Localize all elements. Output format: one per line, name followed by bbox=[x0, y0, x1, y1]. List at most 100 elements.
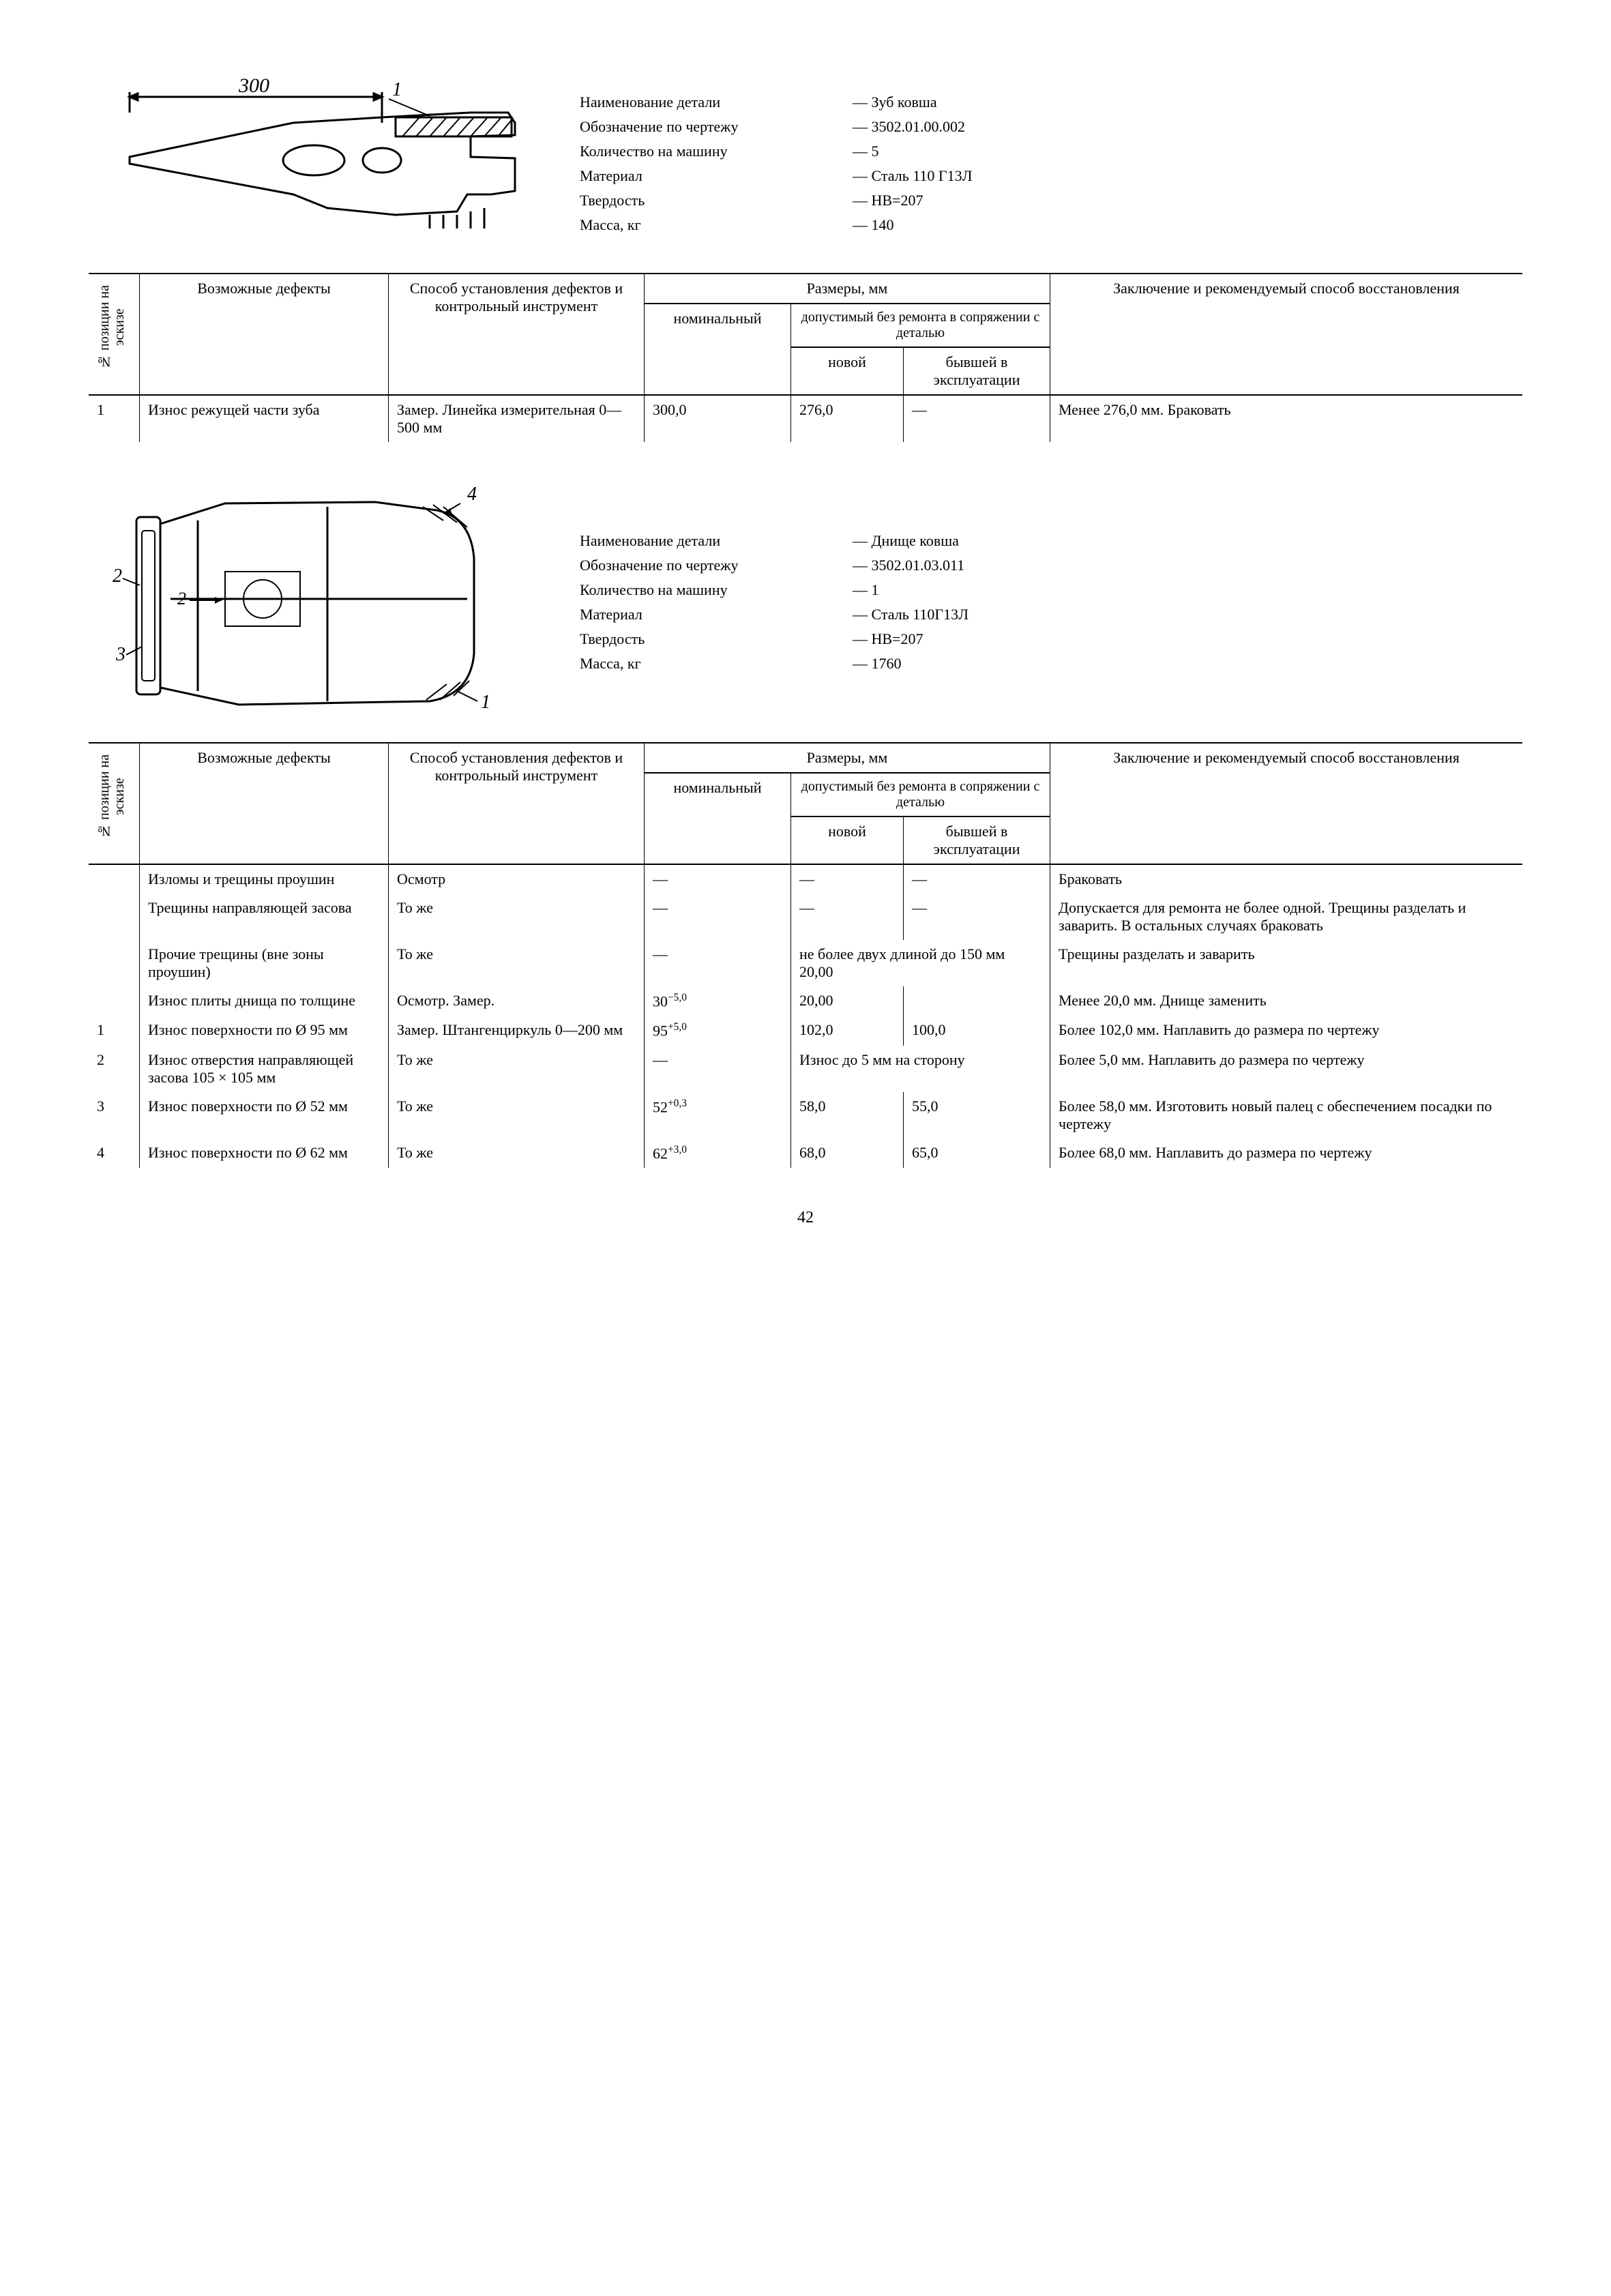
meta-value: 140 bbox=[853, 216, 1522, 234]
table-cell: Более 68,0 мм. Наплавить до размера по ч… bbox=[1050, 1138, 1523, 1168]
table-cell: 2 bbox=[89, 1046, 140, 1092]
meta-label: Обозначение по чертежу bbox=[580, 557, 853, 574]
meta-value: Зуб ковша bbox=[853, 93, 1522, 111]
table-cell: — bbox=[645, 864, 791, 894]
hdr-tol: допустимый без ремонта в сопряжении с де… bbox=[791, 304, 1050, 347]
table-cell: 58,0 bbox=[791, 1092, 904, 1138]
hdr-defect-2: Возможные дефекты bbox=[140, 743, 389, 864]
table-cell: Износ поверхности по Ø 62 мм bbox=[140, 1138, 389, 1168]
hdr-sizes-2: Размеры, мм bbox=[645, 743, 1050, 773]
table-cell: 65,0 bbox=[904, 1138, 1050, 1168]
table-row: Износ плиты днища по толщинеОсмотр. Заме… bbox=[89, 986, 1522, 1016]
table-cell: Менее 20,0 мм. Днище заменить bbox=[1050, 986, 1523, 1016]
defects-table-1: № позиции на эскизе Возможные дефекты Сп… bbox=[89, 273, 1522, 442]
meta-line: Количество на машину5 bbox=[580, 143, 1522, 160]
table-cell: — bbox=[645, 1046, 791, 1092]
meta-value: 3502.01.03.011 bbox=[853, 557, 1522, 574]
table-cell: 55,0 bbox=[904, 1092, 1050, 1138]
meta-table-2: Наименование деталиДнище ковшаОбозначени… bbox=[580, 483, 1522, 722]
table-cell: Износ отверстия направляющей засова 105 … bbox=[140, 1046, 389, 1092]
section-1-header-row: 300 bbox=[89, 75, 1522, 252]
meta-line: Наименование деталиДнище ковша bbox=[580, 532, 1522, 550]
table-cell: Осмотр. Замер. bbox=[389, 986, 645, 1016]
table-cell: 95+5,0 bbox=[645, 1016, 791, 1045]
table-cell: 62+3,0 bbox=[645, 1138, 791, 1168]
hdr-nominal-2: номинальный bbox=[645, 773, 791, 864]
table-cell: Изломы и трещины проушин bbox=[140, 864, 389, 894]
meta-line: Обозначение по чертежу3502.01.00.002 bbox=[580, 118, 1522, 136]
table-row: Прочие трещины (вне зоны проушин)То же—н… bbox=[89, 940, 1522, 986]
table-cell: Менее 276,0 мм. Браковать bbox=[1050, 395, 1523, 442]
sketch-1: 300 bbox=[89, 75, 525, 252]
meta-label: Наименование детали bbox=[580, 532, 853, 550]
table-cell: — bbox=[904, 395, 1050, 442]
meta-value: 3502.01.00.002 bbox=[853, 118, 1522, 136]
table-cell: Браковать bbox=[1050, 864, 1523, 894]
meta-value: Днище ковша bbox=[853, 532, 1522, 550]
meta-value: Сталь 110Г13Л bbox=[853, 606, 1522, 623]
table-cell: Более 5,0 мм. Наплавить до размера по че… bbox=[1050, 1046, 1523, 1092]
table-cell: Износ поверхности по Ø 95 мм bbox=[140, 1016, 389, 1045]
table-cell: Трещины направляющей засова bbox=[140, 894, 389, 940]
table-row: 3Износ поверхности по Ø 52 ммТо же52+0,3… bbox=[89, 1092, 1522, 1138]
table-row: 2Износ отверстия направляющей засова 105… bbox=[89, 1046, 1522, 1092]
meta-label: Материал bbox=[580, 167, 853, 185]
table-cell: 102,0 bbox=[791, 1016, 904, 1045]
table-cell: То же bbox=[389, 1092, 645, 1138]
meta-value: 1 bbox=[853, 581, 1522, 599]
meta-label: Наименование детали bbox=[580, 93, 853, 111]
meta-label: Масса, кг bbox=[580, 216, 853, 234]
table-cell: — bbox=[645, 940, 791, 986]
meta-label: Твердость bbox=[580, 192, 853, 209]
page-number: 42 bbox=[89, 1209, 1522, 1227]
table-cell: Замер. Штангенциркуль 0—200 мм bbox=[389, 1016, 645, 1045]
table-row: 4Износ поверхности по Ø 62 ммТо же62+3,0… bbox=[89, 1138, 1522, 1168]
table-cell: — bbox=[791, 864, 904, 894]
callout-1: 1 bbox=[392, 79, 402, 100]
table-cell-merged: не более двух длиной до 150 мм 20,00 bbox=[791, 940, 1050, 986]
table-cell: 100,0 bbox=[904, 1016, 1050, 1045]
table-cell: То же bbox=[389, 894, 645, 940]
hdr-pos: № позиции на эскизе bbox=[97, 280, 127, 375]
hdr-tol-2: допустимый без ремонта в сопряжении с де… bbox=[791, 773, 1050, 816]
meta-label: Материал bbox=[580, 606, 853, 623]
hdr-new-2: новой bbox=[791, 816, 904, 864]
meta-line: ТвердостьHB=207 bbox=[580, 192, 1522, 209]
table-cell: 20,00 bbox=[791, 986, 904, 1016]
table-row: Изломы и трещины проушинОсмотр———Бракова… bbox=[89, 864, 1522, 894]
table-cell: Износ поверхности по Ø 52 мм bbox=[140, 1092, 389, 1138]
table-cell bbox=[89, 986, 140, 1016]
table-cell: Осмотр bbox=[389, 864, 645, 894]
hdr-conclusion: Заключение и рекомендуемый способ восста… bbox=[1050, 274, 1523, 395]
meta-table-1: Наименование деталиЗуб ковша Обозначение … bbox=[580, 75, 1522, 252]
sketch-2: 4 2 2 3 1 bbox=[89, 483, 525, 722]
table-cell: Замер. Линейка измерительная 0—500 мм bbox=[389, 395, 645, 442]
table-cell: 4 bbox=[89, 1138, 140, 1168]
table-cell: — bbox=[904, 864, 1050, 894]
meta-line: Количество на машину1 bbox=[580, 581, 1522, 599]
section-2-header-row: 4 2 2 3 1 Наименование деталиДнище ковша… bbox=[89, 483, 1522, 722]
meta-line: МатериалСталь 110 Г13Л bbox=[580, 167, 1522, 185]
hdr-method: Способ установления дефектов и контрольн… bbox=[389, 274, 645, 395]
svg-text:2: 2 bbox=[177, 589, 186, 608]
table-cell bbox=[89, 864, 140, 894]
meta-value: 1760 bbox=[853, 655, 1522, 673]
hdr-used: бывшей в эксплуатации bbox=[904, 347, 1050, 395]
table-cell: 52+0,3 bbox=[645, 1092, 791, 1138]
table-cell: 276,0 bbox=[791, 395, 904, 442]
hdr-conclusion-2: Заключение и рекомендуемый способ восста… bbox=[1050, 743, 1523, 864]
table-cell: Трещины разделать и заварить bbox=[1050, 940, 1523, 986]
table-cell: 68,0 bbox=[791, 1138, 904, 1168]
table-cell: 30−5,0 bbox=[645, 986, 791, 1016]
table-cell: 1 bbox=[89, 395, 140, 442]
hdr-defect: Возможные дефекты bbox=[140, 274, 389, 395]
table-cell: Износ плиты днища по толщине bbox=[140, 986, 389, 1016]
meta-line: ТвердостьHB=207 bbox=[580, 630, 1522, 648]
table-cell: — bbox=[791, 894, 904, 940]
table-cell: То же bbox=[389, 1138, 645, 1168]
svg-text:3: 3 bbox=[115, 644, 125, 665]
table-cell: То же bbox=[389, 940, 645, 986]
table-cell: — bbox=[645, 894, 791, 940]
table-cell bbox=[89, 940, 140, 986]
dim-300: 300 bbox=[238, 75, 269, 97]
